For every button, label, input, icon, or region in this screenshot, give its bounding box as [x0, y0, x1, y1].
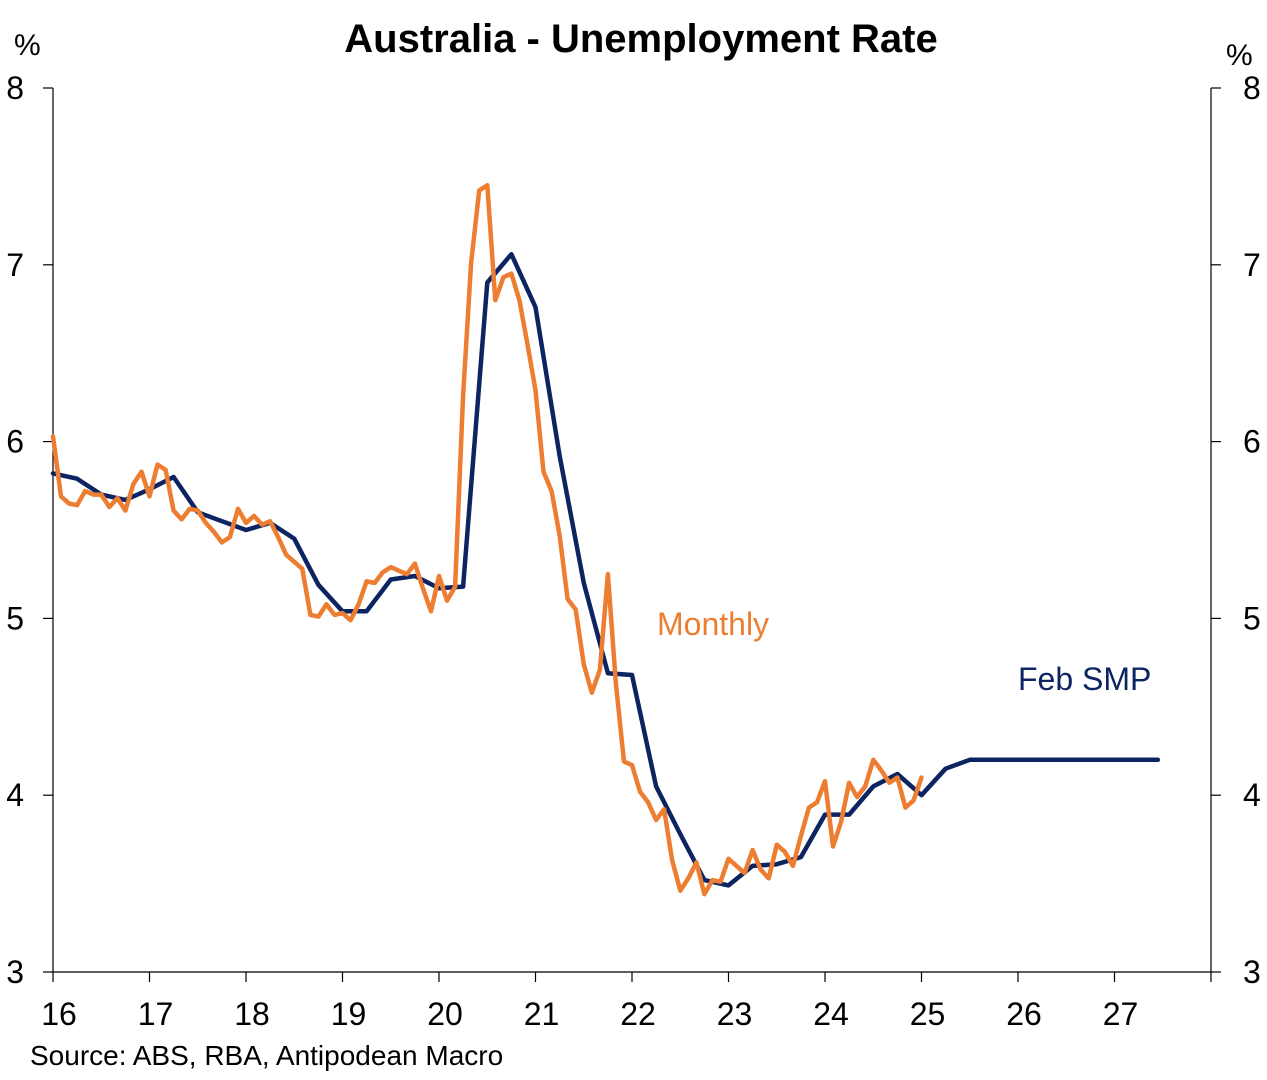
y-tick-label-right: 5	[1243, 600, 1261, 636]
y-tick-label-left: 3	[6, 954, 24, 990]
x-tick-label: 20	[427, 996, 463, 1032]
feb-smp-label: Feb SMP	[1018, 661, 1151, 697]
monthly-label: Monthly	[657, 606, 769, 642]
y-tick-label-right: 4	[1243, 777, 1261, 813]
y-tick-label-right: 7	[1243, 247, 1261, 283]
y-tick-label-right: 6	[1243, 424, 1261, 460]
y-tick-label-left: 8	[6, 70, 24, 106]
x-tick-label: 16	[41, 996, 77, 1032]
y-tick-label-left: 5	[6, 600, 24, 636]
chart-title: Australia - Unemployment Rate	[344, 17, 937, 61]
series-line	[50, 251, 1161, 888]
x-tick-label: 27	[1103, 996, 1139, 1032]
series-feb-smp	[50, 251, 1161, 888]
source-note: Source: ABS, RBA, Antipodean Macro	[30, 1040, 503, 1071]
x-tick-label: 18	[234, 996, 270, 1032]
right-axis-unit: %	[1226, 39, 1253, 72]
x-tick-label: 19	[331, 996, 367, 1032]
y-tick-label-left: 4	[6, 777, 24, 813]
axes: 3 3 4 4 5 5 6 6 7 7 8 8 16 17 18 19 20 21 22 23 24 25 26 27	[6, 70, 1261, 1032]
left-axis-unit: %	[14, 29, 41, 62]
x-tick-label: 23	[717, 996, 753, 1032]
x-tick-label: 24	[813, 996, 849, 1032]
series-monthly	[50, 182, 924, 897]
x-tick-label: 21	[524, 996, 560, 1032]
y-tick-label-right: 8	[1243, 70, 1261, 106]
y-tick-label-left: 7	[6, 247, 24, 283]
y-tick-label-left: 6	[6, 424, 24, 460]
x-tick-label: 25	[910, 996, 946, 1032]
x-tick-label: 26	[1006, 996, 1042, 1032]
x-tick-label: 17	[138, 996, 174, 1032]
x-tick-label: 22	[620, 996, 656, 1032]
y-tick-label-right: 3	[1243, 954, 1261, 990]
series-layer	[50, 182, 1161, 897]
